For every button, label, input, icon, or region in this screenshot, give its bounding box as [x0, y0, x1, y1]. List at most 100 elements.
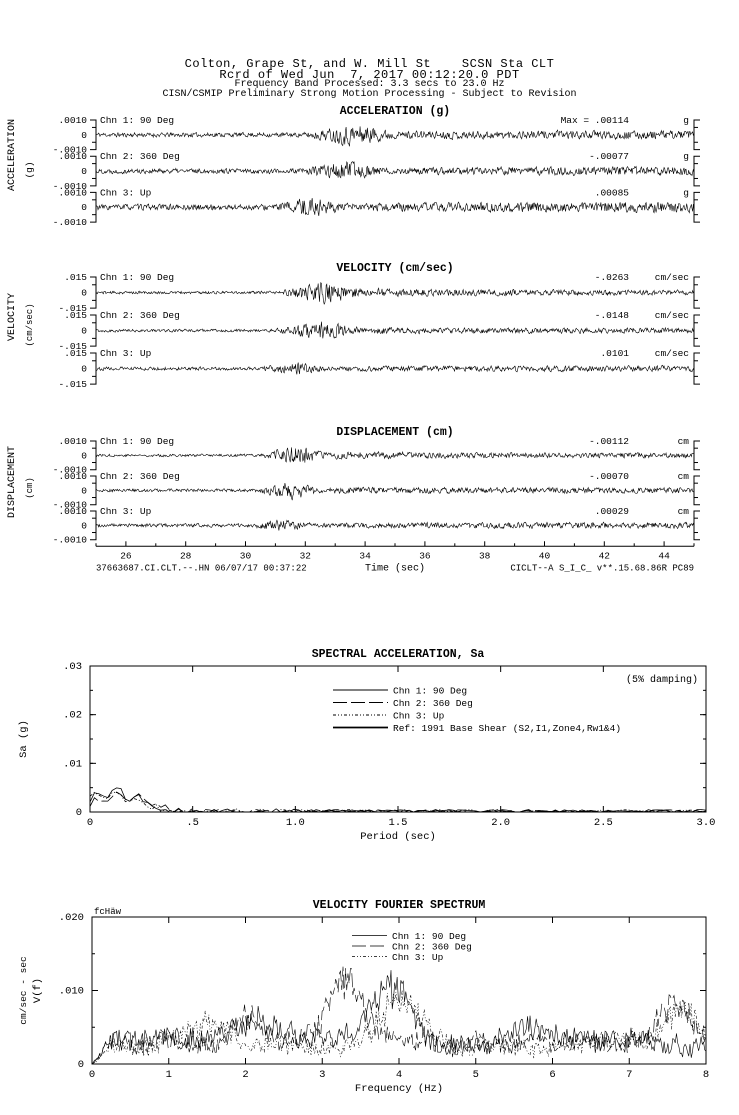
svg-text:3: 3: [319, 1069, 325, 1081]
svg-text:cm: cm: [678, 436, 690, 447]
svg-text:-.00077: -.00077: [589, 151, 629, 162]
svg-text:(cm): (cm): [25, 477, 35, 499]
svg-text:.0010: .0010: [58, 115, 87, 126]
svg-text:0: 0: [81, 288, 87, 299]
svg-text:.0010: .0010: [58, 436, 87, 447]
svg-text:44: 44: [658, 550, 670, 561]
svg-text:2.5: 2.5: [594, 817, 613, 829]
svg-text:.0010: .0010: [58, 151, 87, 162]
svg-text:.00085: .00085: [595, 187, 630, 198]
svg-text:Chn 1: 90 Deg: Chn 1: 90 Deg: [100, 436, 174, 447]
svg-text:.5: .5: [186, 817, 199, 829]
svg-text:2.0: 2.0: [491, 817, 510, 829]
svg-text:Chn 3: Up: Chn 3: Up: [392, 952, 444, 963]
svg-text:cm: cm: [678, 471, 690, 482]
svg-text:1.5: 1.5: [389, 817, 408, 829]
svg-text:0: 0: [81, 450, 87, 461]
svg-text:-.0010: -.0010: [53, 535, 88, 546]
svg-text:0: 0: [81, 326, 87, 337]
svg-text:0: 0: [81, 130, 87, 141]
svg-text:2: 2: [242, 1069, 248, 1081]
svg-text:0: 0: [89, 1069, 95, 1081]
svg-text:Chn 2: 360 Deg: Chn 2: 360 Deg: [100, 310, 180, 321]
svg-text:0: 0: [81, 485, 87, 496]
svg-text:34: 34: [359, 550, 371, 561]
svg-text:.0010: .0010: [58, 471, 87, 482]
svg-text:Chn 2: 360 Deg: Chn 2: 360 Deg: [100, 471, 180, 482]
svg-text:-.00112: -.00112: [589, 436, 629, 447]
svg-text:5: 5: [473, 1069, 479, 1081]
svg-text:Ref: 1991 Base Shear (S2,I1,Zo: Ref: 1991 Base Shear (S2,I1,Zone4,Rw1&4): [393, 723, 621, 734]
svg-text:28: 28: [180, 550, 192, 561]
svg-text:30: 30: [240, 550, 252, 561]
svg-text:.0010: .0010: [58, 187, 87, 198]
svg-text:DISPLACEMENT (cm): DISPLACEMENT (cm): [336, 426, 453, 439]
svg-text:40: 40: [539, 550, 551, 561]
svg-text:Chn 2: 360 Deg: Chn 2: 360 Deg: [393, 698, 473, 709]
svg-text:1.0: 1.0: [286, 817, 305, 829]
svg-text:.0010: .0010: [58, 506, 87, 517]
svg-text:fcHäw: fcHäw: [94, 907, 122, 917]
svg-text:.0101: .0101: [600, 348, 629, 359]
svg-text:0: 0: [81, 166, 87, 177]
svg-text:.015: .015: [64, 310, 87, 321]
svg-text:0: 0: [81, 520, 87, 531]
svg-text:Frequency (Hz): Frequency (Hz): [355, 1083, 443, 1095]
svg-text:CICLT--A S_I_C_ v**.15.68.86: CICLT--A S_I_C_ v**.15.68.86R PC89: [510, 563, 694, 573]
svg-text:26: 26: [120, 550, 132, 561]
svg-text:Chn 2: 360 Deg: Chn 2: 360 Deg: [100, 151, 180, 162]
svg-text:Max = .00114: Max = .00114: [561, 115, 630, 126]
svg-text:.02: .02: [63, 710, 82, 722]
svg-text:(cm/sec): (cm/sec): [25, 303, 35, 346]
svg-text:-.015: -.015: [58, 379, 87, 390]
svg-text:-.0010: -.0010: [53, 217, 88, 228]
svg-text:(5% damping): (5% damping): [626, 674, 698, 686]
svg-text:-.0263: -.0263: [595, 272, 630, 283]
svg-text:cm/sec: cm/sec: [655, 272, 690, 283]
svg-text:0: 0: [87, 817, 93, 829]
svg-text:0: 0: [78, 1059, 84, 1071]
svg-text:ACCELERATION (g): ACCELERATION (g): [340, 105, 450, 118]
svg-text:cm/sec: cm/sec: [655, 310, 690, 321]
svg-text:-.0148: -.0148: [595, 310, 630, 321]
svg-text:V(f): V(f): [32, 978, 44, 1003]
svg-text:-.00070: -.00070: [589, 471, 629, 482]
svg-text:3.0: 3.0: [697, 817, 716, 829]
svg-text:g: g: [683, 187, 689, 198]
svg-text:Chn 1: 90 Deg: Chn 1: 90 Deg: [100, 272, 174, 283]
svg-text:Time (sec): Time (sec): [365, 562, 425, 574]
svg-text:32: 32: [300, 550, 312, 561]
svg-text:0: 0: [81, 202, 87, 213]
svg-text:cm/sec: cm/sec: [655, 348, 690, 359]
svg-text:Period (sec): Period (sec): [360, 831, 436, 843]
svg-text:37663687.CI.CLT.--.HN 06/07/17: 37663687.CI.CLT.--.HN 06/07/17 00:37:22: [96, 563, 307, 573]
svg-text:.015: .015: [64, 272, 87, 283]
svg-text:4: 4: [396, 1069, 402, 1081]
svg-text:DISPLACEMENT: DISPLACEMENT: [7, 446, 18, 518]
svg-text:Chn 2: 360 Deg: Chn 2: 360 Deg: [392, 942, 472, 953]
svg-text:VELOCITY FOURIER SPECTRUM: VELOCITY FOURIER SPECTRUM: [313, 899, 486, 912]
svg-text:ACCELERATION: ACCELERATION: [7, 119, 18, 191]
svg-text:Chn 1: 90 Deg: Chn 1: 90 Deg: [392, 931, 466, 942]
svg-text:Chn 3: Up: Chn 3: Up: [100, 187, 152, 198]
svg-text:0: 0: [76, 807, 82, 819]
svg-text:cm: cm: [678, 506, 690, 517]
svg-text:42: 42: [599, 550, 611, 561]
svg-text:.00029: .00029: [595, 506, 630, 517]
svg-text:VELOCITY: VELOCITY: [7, 293, 18, 341]
svg-text:7: 7: [626, 1069, 632, 1081]
svg-text:Chn 3: Up: Chn 3: Up: [393, 711, 445, 722]
svg-text:cm/sec - sec: cm/sec - sec: [18, 956, 29, 1025]
svg-text:1: 1: [166, 1069, 172, 1081]
svg-text:8: 8: [703, 1069, 709, 1081]
svg-text:g: g: [683, 151, 689, 162]
svg-text:Chn 1: 90 Deg: Chn 1: 90 Deg: [100, 115, 174, 126]
svg-text:Sa (g): Sa (g): [18, 720, 30, 758]
svg-text:SPECTRAL ACCELERATION, Sa: SPECTRAL ACCELERATION, Sa: [312, 648, 485, 661]
svg-text:38: 38: [479, 550, 491, 561]
svg-text:.010: .010: [59, 986, 84, 998]
svg-text:Chn 3: Up: Chn 3: Up: [100, 348, 152, 359]
svg-text:.020: .020: [59, 912, 84, 924]
svg-text:.03: .03: [63, 661, 82, 673]
svg-text:VELOCITY (cm/sec): VELOCITY (cm/sec): [336, 262, 453, 275]
